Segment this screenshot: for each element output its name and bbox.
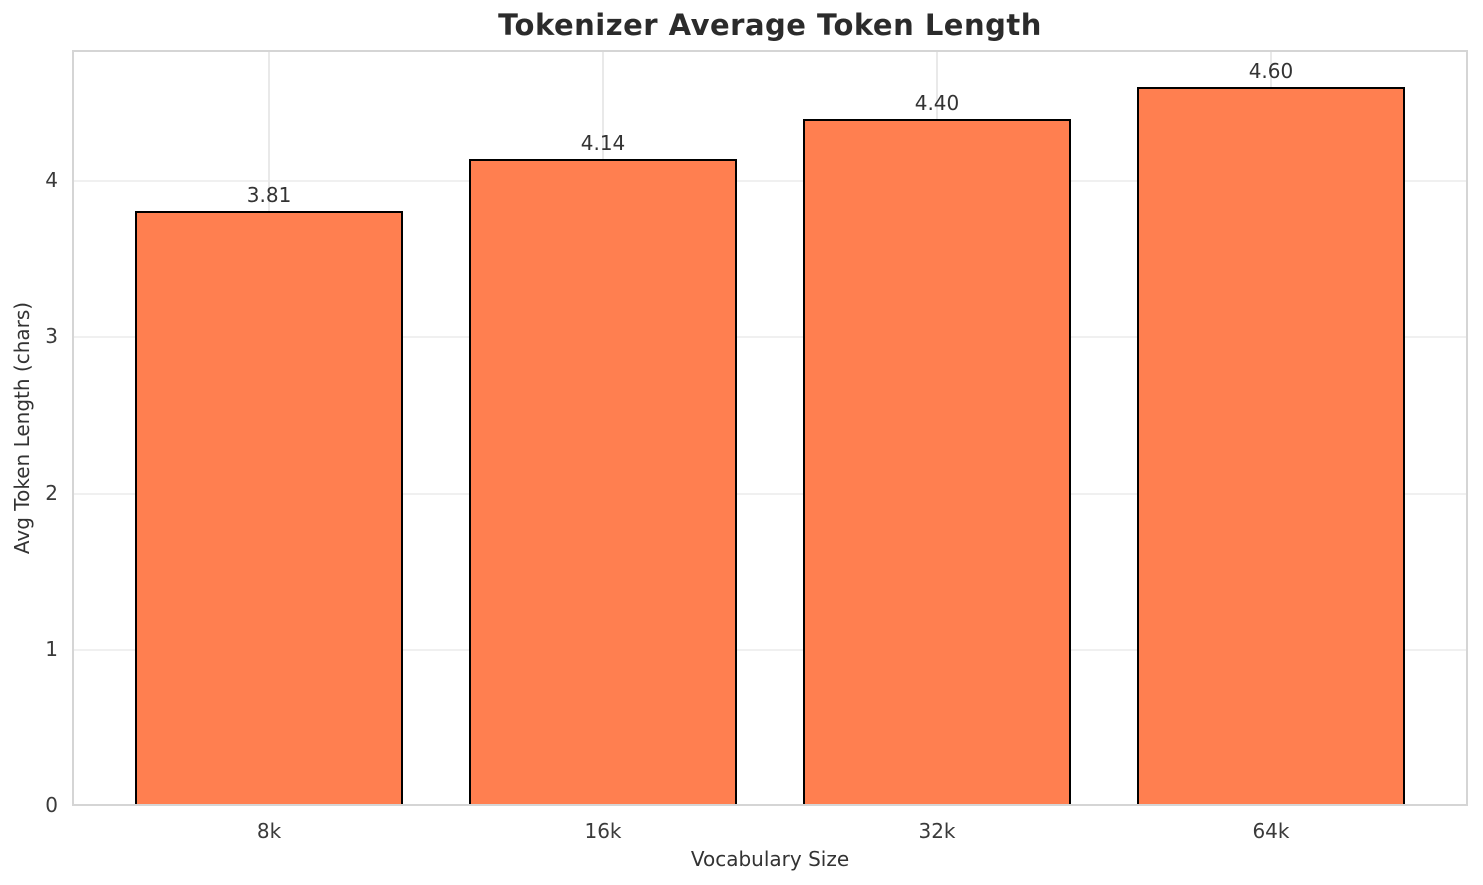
y-tick-label: 4 (45, 168, 58, 193)
gridline-horizontal (72, 648, 1468, 651)
gridline-horizontal (72, 336, 1468, 339)
y-tick-label: 1 (45, 636, 58, 661)
gridline-horizontal (72, 180, 1468, 183)
bar-value-label: 4.40 (914, 90, 960, 115)
bar-value-label: 4.14 (580, 131, 626, 156)
bar (1137, 87, 1405, 806)
bar (803, 118, 1071, 806)
y-tick-label: 2 (45, 480, 58, 505)
x-tick-label: 32k (918, 819, 956, 843)
bar-value-label: 4.60 (1248, 59, 1294, 84)
x-tick-label: 64k (1252, 819, 1290, 843)
plot-area (72, 50, 1468, 806)
bar-value-label: 3.81 (246, 182, 292, 207)
y-tick-label: 0 (45, 793, 58, 817)
y-tick-label: 3 (45, 324, 58, 349)
gridline-horizontal (72, 492, 1468, 495)
x-tick-label: 16k (584, 819, 622, 843)
bar (135, 210, 403, 806)
x-axis-label: Vocabulary Size (690, 847, 850, 871)
bar (469, 159, 737, 806)
chart-title: Tokenizer Average Token Length (498, 8, 1042, 42)
x-tick-label: 8k (256, 819, 282, 843)
